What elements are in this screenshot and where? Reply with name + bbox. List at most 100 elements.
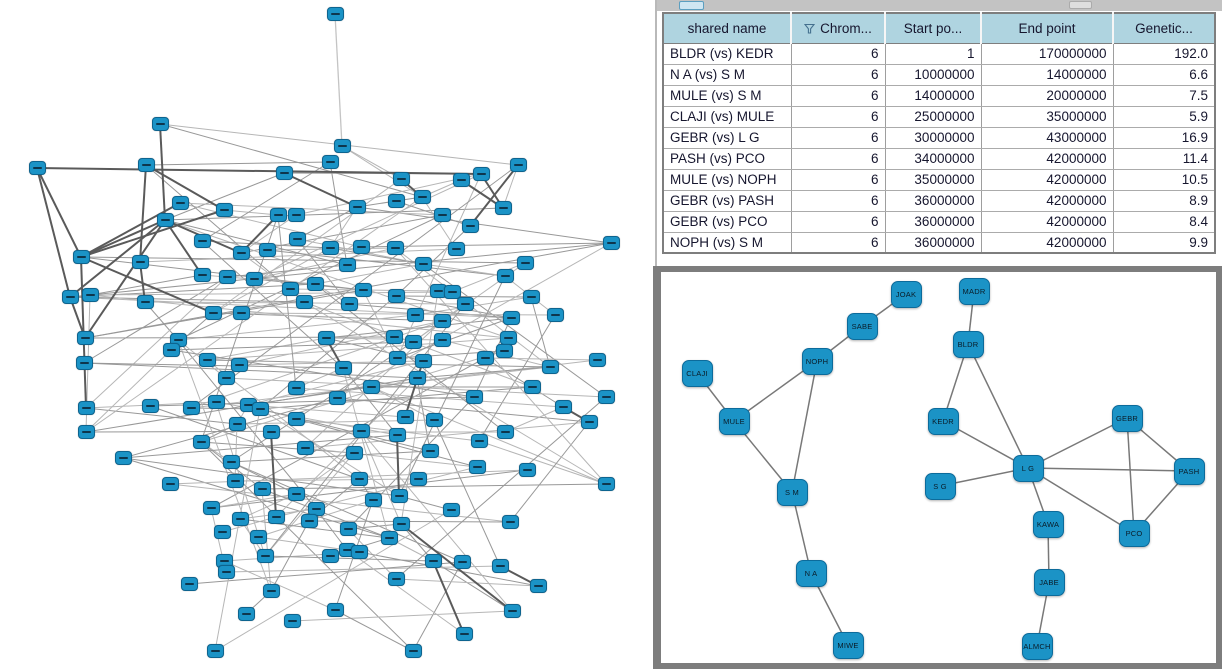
network-node[interactable] bbox=[76, 331, 94, 345]
network-node[interactable] bbox=[425, 413, 443, 427]
network-node[interactable] bbox=[222, 455, 240, 469]
table-cell[interactable]: 8.4 bbox=[1112, 211, 1215, 233]
network-node[interactable] bbox=[326, 603, 344, 617]
network-panel-selected[interactable]: JOAK MADR SABE NOPH BLDR CLAJI MULE KEDR GEBR L G… bbox=[653, 266, 1222, 669]
network-node[interactable] bbox=[245, 272, 263, 286]
network-node[interactable]: GEBR bbox=[1111, 404, 1143, 432]
network-node[interactable] bbox=[546, 308, 564, 322]
network-node[interactable] bbox=[156, 213, 174, 227]
filter-icon[interactable] bbox=[803, 23, 816, 34]
network-node[interactable] bbox=[494, 201, 512, 215]
network-node[interactable] bbox=[433, 208, 451, 222]
table-cell[interactable]: NOPH (vs) S M bbox=[663, 232, 791, 254]
table-row[interactable]: NOPH (vs) S M 6 36000000 42000000 9.9 bbox=[663, 232, 1215, 254]
network-node[interactable] bbox=[529, 579, 547, 593]
network-node[interactable] bbox=[503, 604, 521, 618]
network-node[interactable] bbox=[390, 489, 408, 503]
network-node[interactable] bbox=[352, 240, 370, 254]
table-cell[interactable]: 6 bbox=[790, 64, 885, 86]
network-node[interactable] bbox=[597, 390, 615, 404]
network-node[interactable] bbox=[388, 351, 406, 365]
network-node[interactable] bbox=[387, 572, 405, 586]
network-node[interactable] bbox=[499, 331, 517, 345]
network-node[interactable] bbox=[340, 297, 358, 311]
network-node[interactable] bbox=[554, 400, 572, 414]
network-node[interactable] bbox=[364, 493, 382, 507]
network-node[interactable] bbox=[470, 434, 488, 448]
table-row[interactable]: GEBR (vs) PASH 6 36000000 42000000 8.9 bbox=[663, 190, 1215, 212]
network-node[interactable]: MADR bbox=[958, 277, 990, 305]
network-node[interactable] bbox=[352, 424, 370, 438]
network-node[interactable] bbox=[518, 463, 536, 477]
network-node[interactable] bbox=[455, 627, 473, 641]
network-node[interactable] bbox=[345, 446, 363, 460]
network-node[interactable] bbox=[228, 417, 246, 431]
network-node[interactable] bbox=[433, 333, 451, 347]
table-cell[interactable]: GEBR (vs) PASH bbox=[663, 190, 791, 212]
network-node[interactable] bbox=[287, 412, 305, 426]
network-node[interactable] bbox=[231, 512, 249, 526]
network-node[interactable] bbox=[61, 290, 79, 304]
table-cell[interactable]: BLDR (vs) KEDR bbox=[663, 43, 791, 65]
network-node[interactable] bbox=[406, 308, 424, 322]
table-cell[interactable]: 42000000 bbox=[980, 169, 1113, 191]
network-node[interactable] bbox=[414, 354, 432, 368]
network-node[interactable] bbox=[193, 234, 211, 248]
table-cell[interactable]: 36000000 bbox=[884, 232, 981, 254]
network-node[interactable] bbox=[131, 255, 149, 269]
table-cell[interactable]: 6 bbox=[790, 169, 885, 191]
table-row[interactable]: GEBR (vs) L G 6 30000000 43000000 16.9 bbox=[663, 127, 1215, 149]
network-node[interactable] bbox=[442, 503, 460, 517]
table-cell[interactable]: 30000000 bbox=[884, 127, 981, 149]
network-node[interactable] bbox=[296, 441, 314, 455]
network-node[interactable] bbox=[283, 614, 301, 628]
network-node[interactable] bbox=[269, 208, 287, 222]
table-row[interactable]: N A (vs) S M 6 10000000 14000000 6.6 bbox=[663, 64, 1215, 86]
network-node[interactable] bbox=[516, 256, 534, 270]
network-node[interactable] bbox=[253, 482, 271, 496]
network-canvas-selected[interactable]: JOAK MADR SABE NOPH BLDR CLAJI MULE KEDR GEBR L G… bbox=[661, 272, 1216, 663]
panel-resize-chip[interactable] bbox=[1069, 1, 1092, 9]
table-cell[interactable]: GEBR (vs) PCO bbox=[663, 211, 791, 233]
network-node[interactable] bbox=[387, 194, 405, 208]
network-node[interactable] bbox=[502, 311, 520, 325]
network-node[interactable]: KEDR bbox=[927, 407, 959, 435]
table-cell[interactable]: 14000000 bbox=[884, 85, 981, 107]
network-node[interactable] bbox=[171, 196, 189, 210]
table-cell[interactable]: PASH (vs) PCO bbox=[663, 148, 791, 170]
network-node[interactable]: CLAJI bbox=[681, 359, 713, 387]
table-cell[interactable]: 6 bbox=[790, 127, 885, 149]
network-node[interactable] bbox=[447, 242, 465, 256]
table-cell[interactable]: 16.9 bbox=[1112, 127, 1215, 149]
column-header-start-point[interactable]: Start po... bbox=[884, 13, 981, 44]
network-node[interactable] bbox=[472, 167, 490, 181]
network-node[interactable]: PASH bbox=[1173, 457, 1205, 485]
network-node[interactable] bbox=[404, 335, 422, 349]
network-node[interactable] bbox=[77, 401, 95, 415]
table-cell[interactable]: 42000000 bbox=[980, 148, 1113, 170]
table-cell[interactable]: 14000000 bbox=[980, 64, 1113, 86]
column-header-genetic[interactable]: Genetic... bbox=[1112, 13, 1215, 44]
table-cell[interactable]: 42000000 bbox=[980, 232, 1113, 254]
network-node[interactable] bbox=[151, 117, 169, 131]
network-node[interactable] bbox=[409, 472, 427, 486]
network-node[interactable] bbox=[136, 295, 154, 309]
network-node[interactable] bbox=[287, 208, 305, 222]
network-node[interactable] bbox=[496, 269, 514, 283]
network-node[interactable] bbox=[468, 460, 486, 474]
network-node[interactable] bbox=[141, 399, 159, 413]
network-node[interactable] bbox=[262, 584, 280, 598]
table-cell[interactable]: 35000000 bbox=[980, 106, 1113, 128]
network-node[interactable] bbox=[414, 257, 432, 271]
network-node[interactable] bbox=[213, 525, 231, 539]
table-cell[interactable]: 42000000 bbox=[980, 190, 1113, 212]
network-node[interactable] bbox=[387, 289, 405, 303]
network-node[interactable]: N A bbox=[795, 559, 827, 587]
network-node[interactable] bbox=[217, 371, 235, 385]
network-node[interactable] bbox=[392, 172, 410, 186]
network-node[interactable] bbox=[295, 295, 313, 309]
network-node[interactable]: ALMCH bbox=[1021, 632, 1053, 660]
network-node[interactable] bbox=[249, 530, 267, 544]
network-node[interactable]: MULE bbox=[718, 407, 750, 435]
network-node[interactable] bbox=[192, 435, 210, 449]
